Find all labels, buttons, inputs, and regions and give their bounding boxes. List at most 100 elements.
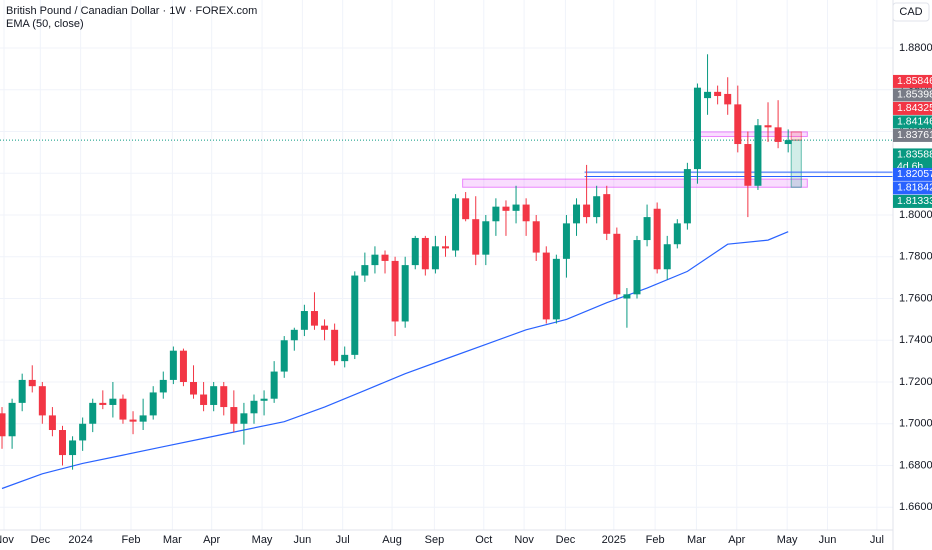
chart-title: British Pound / Canadian Dollar · 1W · F… [6, 5, 257, 17]
price-label-box [893, 88, 932, 102]
candle-body [280, 340, 288, 372]
candle-body [663, 244, 671, 270]
currency-label[interactable]: CAD [899, 6, 922, 18]
candle-body [603, 194, 611, 234]
x-tick-label: Nov [0, 534, 14, 546]
candle-body [784, 140, 792, 145]
candle-body [452, 198, 460, 251]
candle-body [653, 208, 661, 270]
x-tick-label: Oct [475, 534, 492, 546]
price-label-box [893, 101, 932, 115]
candle-body [552, 258, 560, 320]
x-tick-label: Feb [646, 534, 665, 546]
candle-body [220, 386, 228, 408]
candle-body [8, 402, 16, 437]
candle-body [643, 217, 651, 241]
candle-body [69, 440, 77, 456]
candle-body [431, 246, 439, 270]
candle-body [89, 402, 97, 424]
candle-body [482, 221, 490, 255]
candle-body [79, 423, 87, 441]
candle-body [583, 204, 591, 218]
x-tick-label: 2025 [602, 534, 626, 546]
price-label-box [893, 74, 932, 88]
ema-line [1, 231, 789, 490]
x-tick-label: Jun [819, 534, 837, 546]
y-tick-label: 1.80000 [899, 209, 932, 221]
x-tick-label: Jun [293, 534, 311, 546]
candle-body [38, 386, 46, 416]
candle-body [149, 392, 157, 416]
candle-body [522, 204, 530, 222]
indicator-label: EMA (50, close) [6, 18, 84, 30]
candle-body [230, 407, 238, 424]
x-tick-label: Apr [203, 534, 220, 546]
candle-body [351, 275, 359, 355]
candle-body [381, 254, 389, 261]
price-label: 1.81333 [897, 195, 932, 207]
price-label-box [893, 115, 932, 129]
candle-body [99, 402, 107, 405]
grid [0, 0, 893, 530]
price-label-box [893, 167, 932, 181]
price-label: 1.84146 [897, 116, 932, 128]
candle-body [704, 91, 712, 99]
candle-body [0, 413, 6, 437]
x-tick-label: Nov [514, 534, 534, 546]
currency-box[interactable] [892, 2, 930, 22]
price-label: 1.85846 [897, 75, 932, 87]
candle-body [190, 382, 198, 395]
x-tick-label: 2024 [68, 534, 92, 546]
candle-body [764, 125, 772, 128]
price-label: 1.84325 [897, 102, 932, 114]
candle-body [472, 219, 480, 255]
price-label: 1.83761 [897, 129, 932, 141]
x-tick-label: Dec [556, 534, 576, 546]
y-tick-label: 1.72000 [899, 376, 932, 388]
candle-body [321, 325, 329, 330]
candle-body [310, 311, 318, 326]
candle-body [250, 400, 258, 414]
y-tick-label: 1.78000 [899, 251, 932, 263]
candle-body [441, 246, 449, 249]
candle-body [361, 265, 369, 276]
y-tick-label: 1.76000 [899, 292, 932, 304]
x-tick-label: Feb [122, 534, 141, 546]
price-label: 1.81842 [897, 182, 932, 194]
x-tick-label: Apr [728, 534, 745, 546]
zone [790, 131, 802, 141]
candle-body [673, 223, 681, 245]
x-tick-label: Dec [31, 534, 51, 546]
candle-body [573, 204, 581, 224]
candle-body [401, 265, 409, 322]
candle-body [421, 237, 429, 270]
candle-body [532, 221, 540, 253]
candle-body [341, 354, 349, 362]
candle-body [633, 240, 641, 295]
price-label: 1.82057 [897, 168, 932, 180]
candle-body [492, 206, 500, 222]
candle-body [502, 206, 510, 211]
price-label-box [893, 194, 932, 208]
y-tick-label: 1.88000 [899, 42, 932, 54]
x-tick-label: Sep [425, 534, 445, 546]
candle-body [139, 415, 147, 422]
candle-body [28, 379, 36, 387]
candle-body [411, 237, 419, 266]
candle-body [774, 127, 782, 142]
price-label: 1.83588 [897, 149, 932, 161]
candle-body [693, 87, 701, 170]
candle-body [270, 371, 278, 399]
price-label-box [893, 128, 932, 142]
zone [462, 178, 808, 188]
candle-body [300, 311, 308, 330]
x-tick-label: Mar [687, 534, 706, 546]
candle-body [260, 398, 268, 401]
candle-body [169, 350, 177, 380]
candle-body [512, 204, 520, 211]
zone [790, 139, 802, 188]
candle-body [200, 394, 208, 405]
candle-body [613, 233, 621, 295]
